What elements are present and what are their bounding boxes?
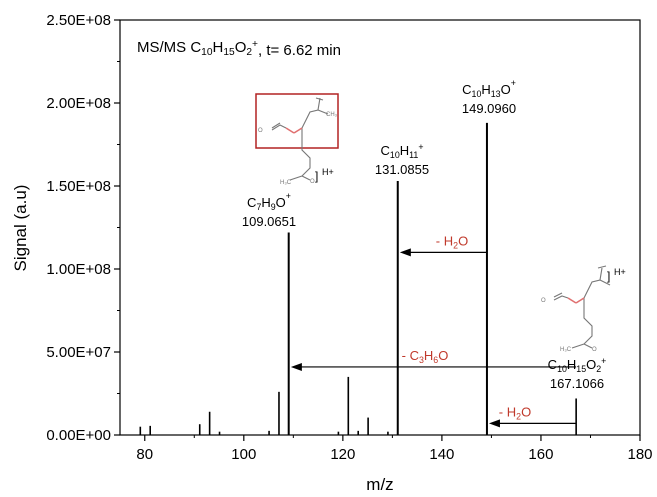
structure-2-ion: H+ <box>614 267 626 277</box>
peak-mass-label: 149.0960 <box>462 101 516 116</box>
structure-1-ion: H+ <box>322 167 334 177</box>
structure-1-bracket: ] <box>315 169 318 183</box>
x-tick-label: 180 <box>627 446 652 463</box>
x-tick-label: 100 <box>231 446 256 463</box>
x-tick-label: 160 <box>528 446 553 463</box>
loss-label: - H2O <box>436 233 468 250</box>
structure-1-ch3: CH₃ <box>326 112 338 118</box>
structure-1-o2: O <box>310 179 315 185</box>
peak-formula-label: C10H15O2+ <box>548 356 607 374</box>
peak-mass-label: 167.1066 <box>550 376 604 391</box>
loss-label: - C3H6O <box>402 348 449 365</box>
structure-2-o: O <box>541 298 546 304</box>
y-tick-label: 5.00E+07 <box>46 344 111 361</box>
loss-arrowhead <box>488 419 500 428</box>
y-tick-label: 1.00E+08 <box>46 261 111 278</box>
peak-labels: C7H9O+ 109.0651 C10H11+ 131.0855 C10H13O+ 149… <box>242 78 606 391</box>
y-axis-label: Signal (a.u) <box>11 185 30 272</box>
x-axis-label: m/z <box>366 475 393 494</box>
loss-arrowhead <box>399 248 411 257</box>
structure-2-bracket: ] <box>607 269 610 283</box>
x-tick-label: 120 <box>330 446 355 463</box>
loss-label: - H2O <box>499 404 531 421</box>
loss-arrowhead <box>290 362 302 371</box>
peak-mass-label: 131.0855 <box>375 162 429 177</box>
structure-precursor: O H₃C O ] H+ <box>541 265 626 353</box>
x-tick-label: 80 <box>136 446 153 463</box>
structure-highlighted: O CH₃ H₃C O ] H+ <box>255 93 339 186</box>
peak-formula-label: C10H11+ <box>381 142 424 160</box>
y-tick-label: 1.50E+08 <box>46 178 111 195</box>
structure-2-h3c: H₃C <box>560 347 572 353</box>
y-tick-label: 2.50E+08 <box>46 12 111 29</box>
structure-highlight-box <box>255 93 339 149</box>
structure-1-h3c: H₃C <box>280 180 292 186</box>
neutral-loss-annotations: - H2O - C3H6O - H2O <box>290 233 577 428</box>
peak-formula-label: C10H13O+ <box>462 78 516 99</box>
x-tick-label: 140 <box>429 446 454 463</box>
spectrum-peaks <box>139 122 577 435</box>
axis-ticks: 80 100 120 140 160 180 0.00E+00 5.00E+07 1.00E+0… <box>46 12 652 463</box>
y-tick-label: 0.00E+00 <box>46 427 111 444</box>
peak-formula-label: C7H9O+ <box>247 191 291 212</box>
structure-2-o2: O <box>592 347 597 353</box>
peak-mass-label: 109.0651 <box>242 214 296 229</box>
structure-1-o: O <box>258 128 263 134</box>
y-tick-label: 2.00E+08 <box>46 95 111 112</box>
chart-title: MS/MS C10H15O2+, t= 6.62 min <box>137 39 341 59</box>
